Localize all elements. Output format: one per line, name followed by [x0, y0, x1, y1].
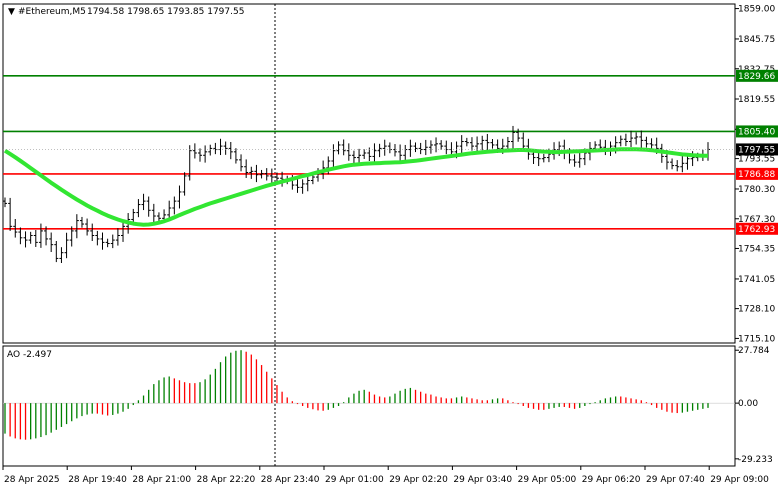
price-tick-label: 1859.00 [738, 5, 775, 15]
time-tick-label: 29 Apr 05:00 [518, 475, 577, 485]
level-price-label: 1762.93 [738, 225, 775, 235]
level-price-label: 1829.66 [738, 72, 775, 82]
price-tick-label: 1728.10 [738, 305, 775, 315]
price-tick-label: 1767.30 [738, 215, 775, 225]
ohlc-values: 1794.58 1798.65 1793.85 1797.55 [87, 7, 244, 17]
header-arrow-icon: ▼ [8, 7, 15, 17]
price-tick-label: 1819.55 [738, 95, 775, 105]
level-price-tag [736, 69, 778, 82]
level-price-label: 1805.40 [738, 127, 775, 137]
level-price-tag [736, 222, 778, 235]
price-tick-label: 1715.10 [738, 334, 775, 344]
time-tick-label: 28 Apr 19:40 [68, 475, 127, 485]
time-tick-label: 29 Apr 03:40 [453, 475, 512, 485]
ao-title: AO -2.497 [7, 350, 52, 360]
level-price-tag [736, 167, 778, 180]
axis-layer: 1859.001845.751832.751819.551806.351793.… [2, 5, 778, 485]
ao-tick-label: 0.00 [738, 399, 758, 409]
time-tick-label: 29 Apr 07:40 [646, 475, 705, 485]
time-tick-label: 28 Apr 21:00 [132, 475, 191, 485]
price-tick-label: 1780.30 [738, 185, 775, 195]
time-tick-label: 29 Apr 09:00 [710, 475, 769, 485]
price-tick-label: 1793.55 [738, 155, 775, 165]
price-tick-label: 1754.35 [738, 244, 775, 254]
price-tick-label: 1845.75 [738, 35, 775, 45]
time-tick-label: 29 Apr 06:20 [582, 475, 641, 485]
main-chart-layer [3, 75, 735, 264]
time-tick-label: 29 Apr 01:00 [325, 475, 384, 485]
time-tick-label: 28 Apr 23:40 [261, 475, 320, 485]
time-tick-label: 28 Apr 22:20 [197, 475, 256, 485]
current-price-tag [736, 143, 778, 156]
ao-plot-frame [2, 345, 736, 467]
time-tick-label: 29 Apr 02:20 [389, 475, 448, 485]
moving-average-line [3, 147, 708, 227]
time-tick-label: 28 Apr 2025 [4, 475, 60, 485]
ao-tick-label: -29.233 [738, 455, 773, 465]
level-price-tag [736, 125, 778, 138]
current-price-label: 1797.55 [738, 145, 775, 155]
symbol-title: #Ethereum,M5 [18, 7, 86, 17]
ao-tick-label: 27.784 [738, 346, 770, 356]
price-tick-label: 1741.05 [738, 275, 775, 285]
level-price-label: 1786.88 [738, 170, 775, 180]
price-tick-label: 1832.75 [738, 65, 775, 75]
ao-indicator-layer [3, 350, 735, 440]
